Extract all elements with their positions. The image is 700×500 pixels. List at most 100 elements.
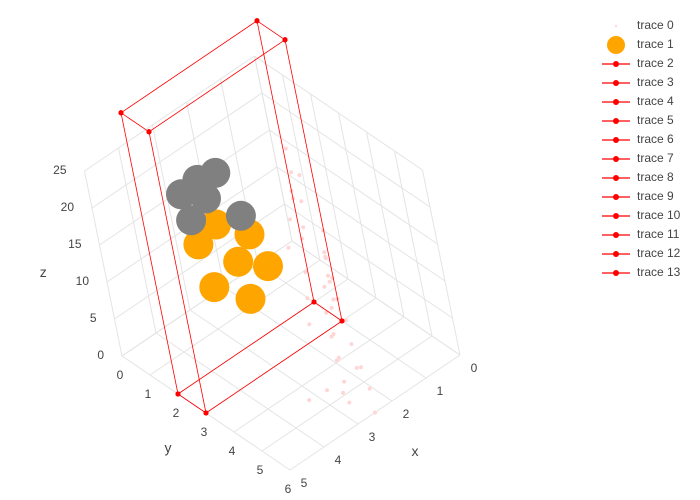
z-axis-title: z [40,264,47,280]
point [354,365,359,370]
grid-line [91,92,263,209]
z-tick-label: 5 [90,311,97,325]
legend-marker [613,118,619,124]
point [322,250,327,255]
trace-line [148,39,286,133]
point [299,199,304,204]
trace-line [120,112,150,133]
point [176,205,207,236]
trace-line [177,301,315,395]
point [329,305,334,310]
point [301,225,306,230]
point [329,334,334,339]
line-marker [118,110,124,116]
grid-line [310,93,349,280]
grid-line [152,124,191,311]
legend-label: trace 1 [637,37,674,51]
trace-line [256,20,286,41]
trace-line [284,39,343,322]
point [307,322,312,327]
legend-marker [613,80,619,86]
point [327,279,332,284]
point [326,273,330,278]
grid-line [84,55,255,172]
grid-line [261,92,431,208]
legend-marker [614,24,618,28]
legend-item: trace 12 [602,246,681,260]
point [235,283,266,314]
grid-line [233,316,405,433]
line-marker [339,318,345,324]
point [347,400,352,405]
z-tick-label: 0 [97,348,104,362]
point [322,284,327,289]
point [283,146,288,151]
legend-label: trace 2 [637,56,674,70]
legend-item: trace 3 [602,75,674,89]
point [201,209,232,240]
z-tick-label: 10 [76,274,90,288]
grid-line [269,129,438,245]
point [323,256,328,261]
legend-marker [613,251,619,257]
line-marker [282,37,288,43]
point [344,318,349,323]
legend-item: trace 7 [602,151,674,165]
trace-line [120,20,258,114]
point [359,365,363,370]
legend-marker [613,270,619,276]
z-tick-label: 25 [53,163,67,177]
legend-item: trace 13 [602,265,681,279]
grid-line [254,55,423,171]
legend-marker [613,232,619,238]
line-marker [311,299,317,305]
grid-line [276,166,446,282]
trace-line [177,393,207,414]
legend-label: trace 10 [637,208,681,222]
x-tick-label: 4 [335,453,342,467]
point [289,170,294,175]
legend-label: trace 9 [637,189,674,203]
trace-line [313,301,343,322]
legend-label: trace 0 [637,18,674,32]
line-marker [254,18,260,24]
line-marker [203,410,209,416]
legend-marker [607,36,625,54]
point [199,272,230,303]
x-tick-label: 3 [369,430,376,444]
legend-item: trace 2 [602,56,674,70]
point [305,296,310,301]
y-axis-title: y [165,440,172,456]
grid-line [366,131,405,318]
legend-item: trace 6 [602,132,674,146]
legend-marker [613,156,619,162]
point [223,246,254,277]
grid-line [84,170,123,357]
y-tick-label: 1 [145,387,152,401]
point [367,386,372,391]
x-tick-label: 2 [403,407,410,421]
point [325,388,329,393]
point [342,379,347,384]
legend-marker [613,137,619,143]
grid-line [284,203,453,319]
legend-marker [613,61,619,67]
grid-line [291,240,461,356]
trace-line [256,20,315,303]
point [307,398,312,403]
x-tick-label: 0 [471,361,478,375]
grid-line [282,74,321,261]
point [183,229,214,260]
legend-item: trace 10 [602,208,681,222]
point [288,217,292,222]
point [373,410,377,415]
trace-line [120,112,179,395]
grid-line [422,169,461,356]
line-marker [175,391,181,397]
legend-marker [613,175,619,181]
grid-line [394,150,433,337]
line-marker [146,129,152,135]
trace-line [205,320,343,414]
legend-label: trace 11 [637,227,680,241]
point [297,173,302,178]
